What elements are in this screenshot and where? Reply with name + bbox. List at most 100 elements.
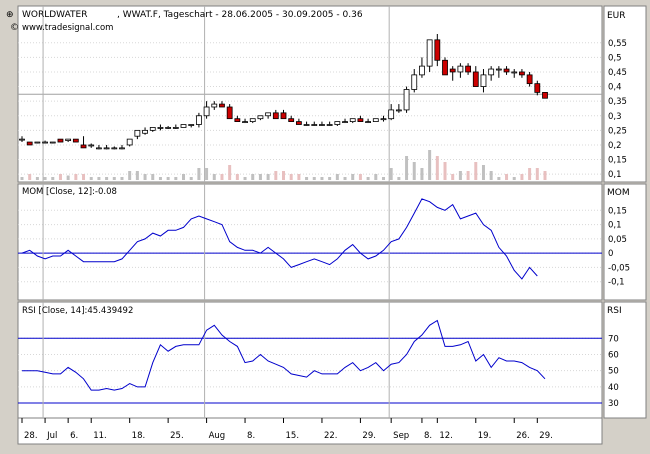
candle-body [503, 68, 510, 73]
header-detail: , WWAT.F, Tageschart - 28.06.2005 - 30.0… [117, 10, 363, 20]
candle-body [480, 74, 487, 87]
date-tick-label: 19. [478, 431, 492, 441]
candle-body [88, 144, 95, 147]
candle-body [472, 71, 479, 87]
date-tick-label: 18. [132, 431, 146, 441]
volume-bar [58, 174, 62, 180]
volume-bar [466, 171, 470, 180]
axis-labels: 0,1 0,15 0,2 0,25 0,3 0,35 0,4 0,45 0,5 0,55 -0,1 -… [21, 39, 630, 441]
volume-bar [335, 174, 339, 180]
price-tick-label: 0,45 [608, 68, 627, 78]
price-axis-title: EUR [607, 11, 626, 21]
candle-body [242, 121, 248, 123]
mom-tick-label: 0,1 [608, 221, 622, 231]
candle-body [534, 83, 541, 93]
candle-body [434, 39, 441, 61]
date-tick-label: 29. [539, 431, 553, 441]
volume-bar [512, 177, 516, 180]
candlesticks [19, 34, 548, 150]
volume-bar [343, 177, 347, 180]
volume-bar [289, 174, 293, 180]
candle-body [403, 89, 410, 111]
settings-icon[interactable]: ⊕ [6, 10, 14, 20]
volume-bar [235, 174, 239, 180]
volume-bar [66, 175, 70, 180]
volume-bar [151, 174, 155, 180]
price-tick-label: 0,1 [608, 170, 622, 180]
volume-bar [351, 174, 355, 180]
candle-body [96, 147, 102, 150]
candle-body [157, 127, 164, 129]
volume-bar [297, 174, 301, 180]
volume-bar [381, 177, 385, 180]
date-tick-label: Sep [393, 431, 409, 441]
candle-body [288, 118, 295, 123]
candle-body [465, 65, 471, 73]
volume-bar [435, 156, 439, 180]
candle-body [103, 147, 110, 150]
volume-bar [112, 177, 116, 180]
volume-bar [74, 174, 78, 180]
rsi-panel[interactable] [17, 301, 603, 419]
price-tick-label: 0,55 [608, 39, 627, 49]
volume-bar [89, 177, 93, 180]
candle-body [280, 112, 287, 120]
volume-bars [20, 150, 547, 180]
candle-body [319, 124, 325, 126]
candle-body [65, 138, 72, 141]
volume-bar [182, 174, 186, 180]
price-tick-label: 0,25 [608, 126, 627, 136]
candle-body [311, 124, 318, 126]
volume-bar [212, 174, 216, 180]
volume-bar [366, 177, 370, 180]
date-axis-panel [17, 417, 603, 445]
candle-body [380, 118, 387, 121]
candle-body [172, 127, 179, 129]
volume-bar [135, 171, 139, 180]
volume-bar [166, 177, 170, 180]
volume-bar [43, 177, 47, 180]
volume-bar [143, 174, 147, 180]
header-name: WORLDWATER [22, 10, 87, 20]
mom-tick-label: -0,05 [608, 263, 630, 273]
candle-body [372, 118, 379, 123]
mom-tick-label: 0,15 [608, 206, 627, 216]
copyright-icon: © [10, 23, 19, 33]
date-tick-label: 8. [424, 431, 432, 441]
mom-axis-title: MOM [607, 188, 630, 198]
date-tick-label: 26. [516, 431, 530, 441]
mom-legend: MOM [Close, 12]:-0.08 [22, 187, 117, 197]
volume-bar [20, 177, 24, 180]
volume-bar [28, 174, 32, 180]
candle-body [526, 74, 533, 85]
candle-body [365, 121, 372, 123]
rsi-tick-label: 30 [608, 399, 619, 409]
candle-body [19, 138, 25, 141]
date-tick-label: Jul [46, 431, 57, 441]
candle-body [219, 103, 225, 108]
candle-body [149, 127, 156, 131]
rsi-legend: RSI [Close, 14]:45.439492 [22, 306, 133, 316]
candle-body [34, 141, 41, 144]
volume-bar [535, 168, 539, 180]
volume-bar [497, 177, 501, 180]
volume-bar [489, 171, 493, 180]
mom-panel[interactable] [17, 183, 603, 301]
price-tick-label: 0,3 [608, 112, 622, 122]
candle-body [49, 141, 56, 144]
date-tick-label: 8. [247, 431, 255, 441]
volume-bar [35, 177, 39, 180]
volume-bar [158, 177, 162, 180]
date-tick-label: Aug [209, 431, 226, 441]
rsi-axis-panel [603, 301, 647, 419]
volume-bar [243, 177, 247, 180]
mom-tick-label: 0,05 [608, 235, 627, 245]
mom-indicator [21, 198, 538, 280]
volume-bar [120, 177, 124, 180]
volume-bar [505, 174, 509, 180]
header-source: www.tradesignal.com [22, 23, 113, 33]
candle-body [180, 124, 187, 128]
volume-bar [258, 174, 262, 180]
date-tick-label: 29. [362, 431, 376, 441]
candle-body [142, 129, 148, 134]
